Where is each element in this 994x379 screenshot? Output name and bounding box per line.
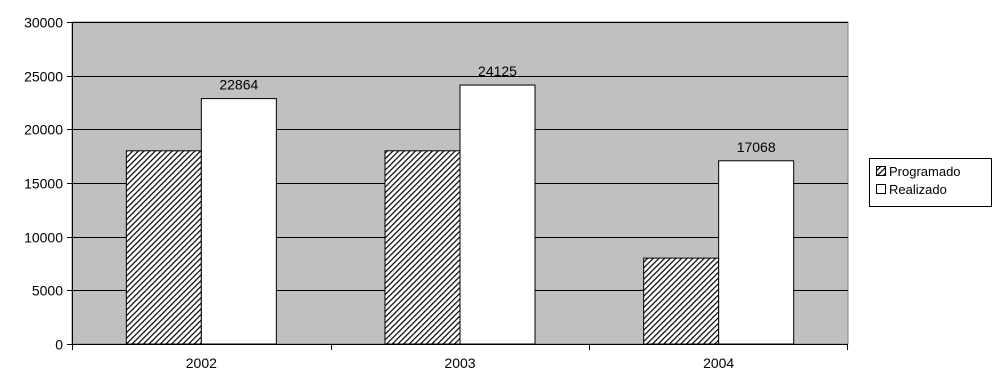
bar-realizado-2004 [718,160,795,345]
bar-programado-2003 [384,150,461,345]
data-label: 22864 [219,77,258,93]
y-tick-label: 0 [55,337,63,353]
data-label: 17068 [737,139,776,155]
y-tick-label: 25000 [24,69,63,85]
bar-realizado-2003 [459,84,536,345]
bar-programado-2002 [125,150,202,345]
legend-swatch-realizado [876,184,886,194]
legend-label-programado: Programado [889,164,961,179]
legend: Programado Realizado [869,158,992,207]
x-tick-label: 2002 [186,355,217,371]
y-tick-label: 10000 [24,230,63,246]
x-tick-label: 2003 [444,355,475,371]
y-tick-label: 20000 [24,122,63,138]
legend-label-realizado: Realizado [889,182,947,197]
legend-box [869,158,992,207]
bar-programado-2004 [643,257,720,345]
legend-swatch-programado [876,166,886,176]
y-tick-label: 5000 [32,283,63,299]
y-tick-label: 30000 [24,15,63,31]
data-label: 24125 [478,63,517,79]
y-tick-label: 15000 [24,176,63,192]
bar-realizado-2002 [200,98,277,345]
x-tick-label: 2004 [703,355,734,371]
